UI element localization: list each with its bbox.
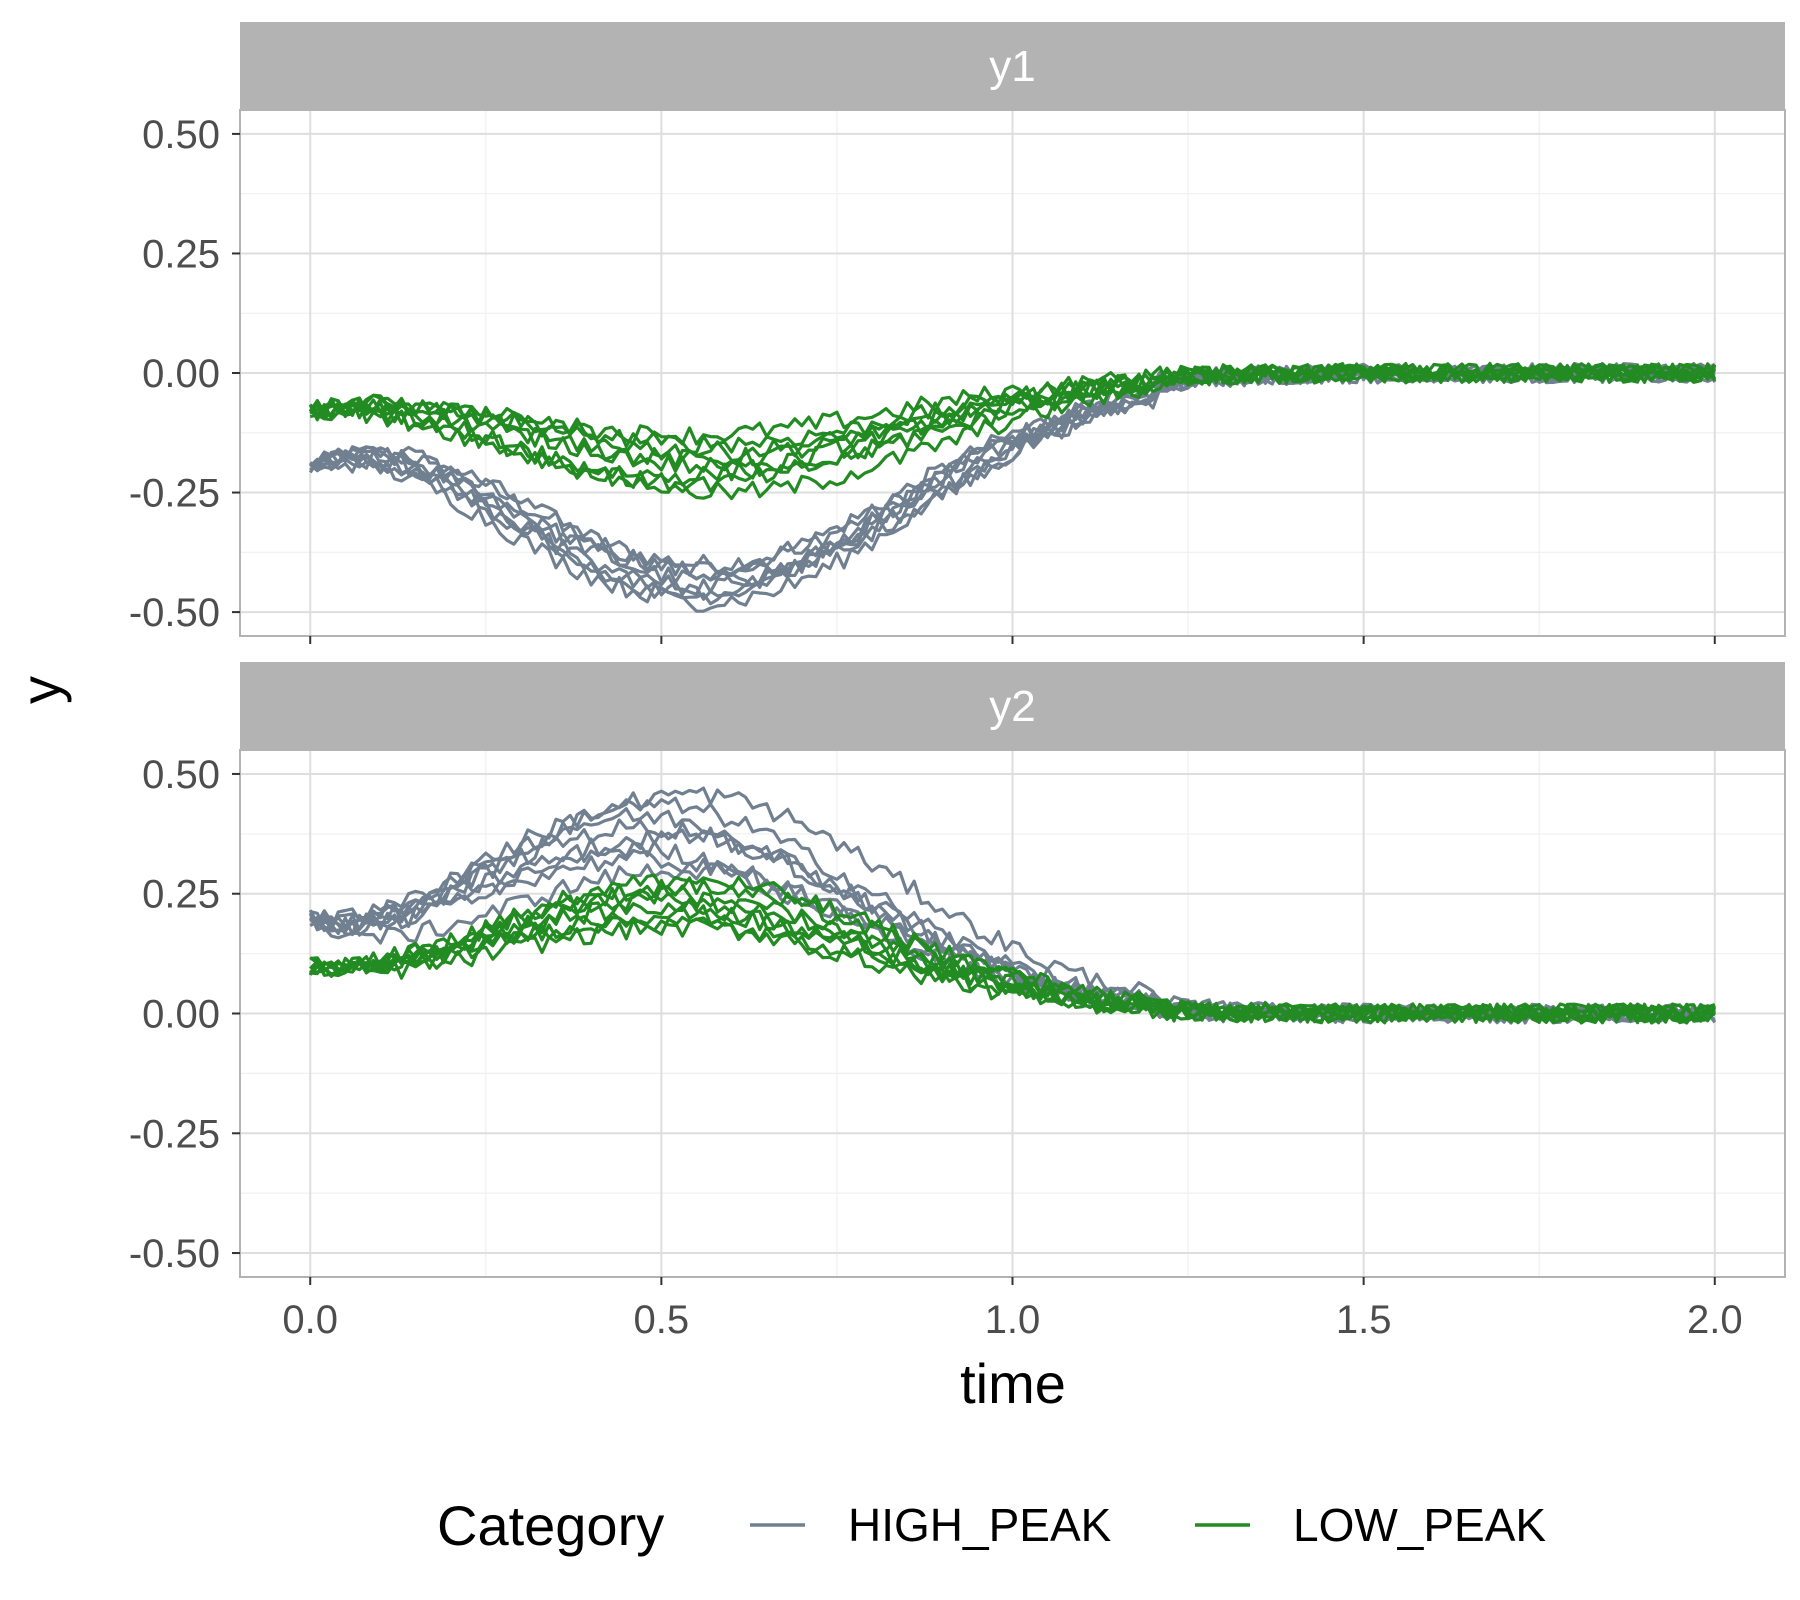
y-tick-label: -0.25 (129, 1112, 220, 1156)
x-tick-label: 2.0 (1687, 1298, 1743, 1342)
y-tick-label: 0.50 (142, 753, 220, 797)
series-line-high-peak (310, 361, 1717, 606)
y-tick-label: 0.50 (142, 113, 220, 157)
y-axis-title: y (9, 676, 72, 704)
series-line-high-peak (309, 361, 1716, 613)
legend-title: Category (437, 1494, 664, 1557)
panel-y1: y1 -0.50 -0.25 0.00 0.25 0.50 (129, 22, 1786, 644)
strip-label: y1 (989, 42, 1035, 91)
y-tick-label: -0.50 (129, 591, 220, 635)
x-tick-label: 0.5 (634, 1298, 690, 1342)
y-tick-label: 0.25 (142, 873, 220, 917)
x-tick-label: 0.0 (282, 1298, 338, 1342)
legend-label-high-peak: HIGH_PEAK (848, 1499, 1112, 1551)
strip-label: y2 (989, 682, 1035, 731)
strip-background (240, 22, 1785, 110)
y-tick-label: 0.25 (142, 232, 220, 276)
y-tick-label: -0.25 (129, 472, 220, 516)
series-line-low-peak (309, 873, 1717, 1025)
y-tick-label: 0.00 (142, 993, 220, 1037)
strip-background (240, 662, 1785, 750)
x-tick-label: 1.0 (985, 1298, 1041, 1342)
y-tick-label: -0.50 (129, 1232, 220, 1276)
series-line-low-peak (309, 362, 1716, 501)
x-tick-label: 1.5 (1336, 1298, 1392, 1342)
x-axis-title: time (960, 1352, 1066, 1415)
legend-label-low-peak: LOW_PEAK (1293, 1499, 1546, 1551)
x-axis: 0.0 0.5 1.0 1.5 2.0 (282, 1277, 1743, 1342)
panel-y2: y2 -0.50 -0.25 0.00 0.25 0.50 (129, 662, 1786, 1278)
y-tick-label: 0.00 (142, 352, 220, 396)
legend: Category HIGH_PEAK LOW_PEAK (437, 1494, 1546, 1557)
